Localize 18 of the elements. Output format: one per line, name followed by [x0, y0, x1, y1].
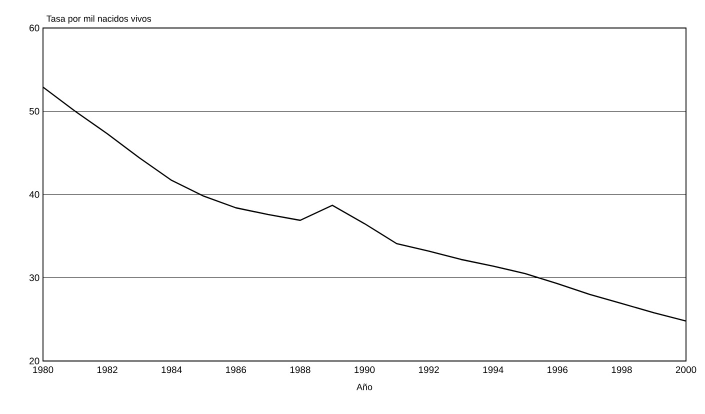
x-tick-label: 1988: [290, 366, 310, 374]
x-tick-label: 1982: [97, 366, 118, 374]
x-tick-label: 1986: [226, 366, 246, 374]
y-tick-label: 40: [29, 191, 40, 198]
y-tick-label: 50: [29, 108, 40, 115]
x-tick-label: 1990: [354, 366, 375, 374]
y-axis-title: Tasa por mil nacidos vivos: [46, 15, 152, 24]
x-tick-label: 1992: [418, 366, 439, 374]
x-tick-label: 1980: [33, 366, 54, 374]
x-tick-label: 1994: [483, 366, 504, 374]
x-tick-label: 1984: [162, 366, 182, 374]
x-axis-title: Año: [356, 384, 372, 390]
x-tick-label: 2000: [676, 366, 696, 374]
x-tick-label: 1996: [548, 366, 568, 374]
y-tick-label: 60: [30, 24, 40, 32]
x-tick-label: 1998: [612, 366, 632, 374]
y-tick-label: 30: [29, 274, 40, 282]
y-tick-label: 20: [30, 358, 40, 364]
